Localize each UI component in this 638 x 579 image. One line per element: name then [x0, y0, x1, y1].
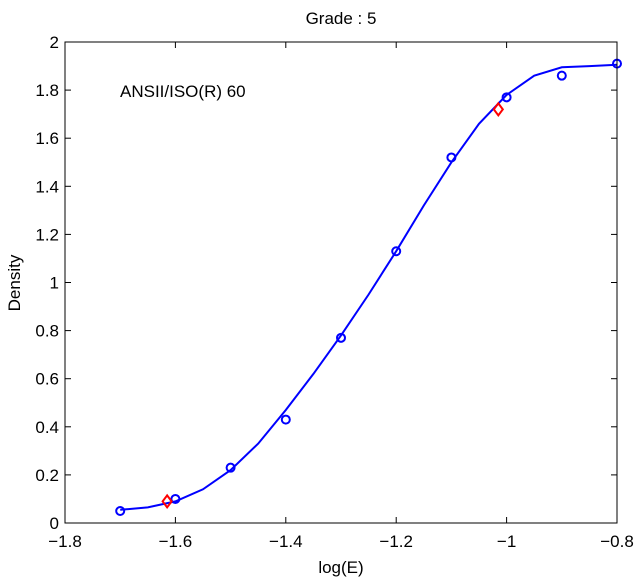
y-tick-label: 0.4	[35, 418, 59, 437]
y-tick-label: 1.4	[35, 177, 59, 196]
y-tick-label: 1.8	[35, 81, 59, 100]
x-axis-label: log(E)	[318, 558, 363, 577]
x-tick-label: −1.8	[48, 532, 82, 551]
y-tick-label: 1.2	[35, 225, 59, 244]
fitted-curve-line	[120, 63, 618, 511]
data-point-circle	[225, 462, 236, 473]
data-point-circle	[170, 493, 181, 504]
x-tick-label: −0.8	[600, 532, 634, 551]
speed-point-diamond	[492, 101, 505, 118]
y-tick-label: 2	[50, 33, 59, 52]
data-point-circle	[115, 505, 126, 516]
annotation-text: ANSII/ISO(R) 60	[120, 82, 246, 101]
x-tick-label: −1.2	[379, 532, 413, 551]
y-tick-label: 0.8	[35, 322, 59, 341]
y-tick-label: 1	[50, 274, 59, 293]
y-tick-label: 0	[50, 514, 59, 533]
y-tick-label: 1.6	[35, 129, 59, 148]
x-tick-label: −1.4	[269, 532, 303, 551]
axis-ticks: −1.8 −1.6 −1.4 −1.2 −1 −0.8 0 0.2 0.4 0.6 0.8 1 1.2 1…	[35, 33, 633, 551]
data-point-circle	[446, 152, 457, 163]
y-tick-label: 0.2	[35, 466, 59, 485]
plot-area	[115, 58, 622, 516]
data-point-circle	[336, 332, 346, 343]
data-point-circle	[280, 414, 291, 425]
x-tick-label: −1.6	[159, 532, 193, 551]
y-tick-label: 0.6	[35, 370, 59, 389]
data-point-circle	[501, 92, 512, 103]
data-point-circle	[391, 246, 402, 257]
data-point-circle	[556, 70, 567, 81]
x-tick-label: −1	[497, 532, 516, 551]
axes-box	[64, 41, 618, 524]
chart-title: Grade : 5	[306, 9, 377, 28]
speed-point-diamond	[161, 493, 173, 510]
y-axis-label: Density	[5, 254, 24, 311]
